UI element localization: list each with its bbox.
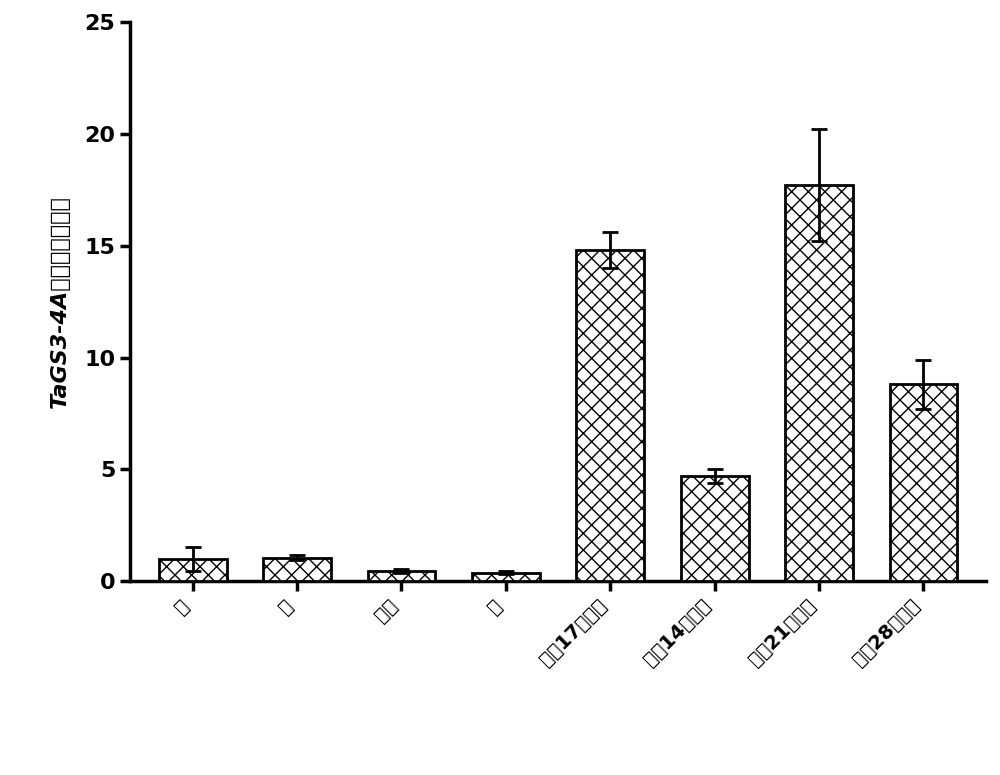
Bar bbox=[368, 571, 435, 581]
Bar bbox=[681, 476, 749, 581]
Bar bbox=[785, 185, 853, 581]
Bar bbox=[472, 573, 540, 581]
Bar bbox=[890, 384, 957, 581]
Y-axis label: TaGS3-4A基因相对表达量: TaGS3-4A基因相对表达量 bbox=[50, 195, 70, 408]
Bar bbox=[159, 559, 227, 581]
Bar bbox=[576, 250, 644, 581]
Bar bbox=[263, 558, 331, 581]
